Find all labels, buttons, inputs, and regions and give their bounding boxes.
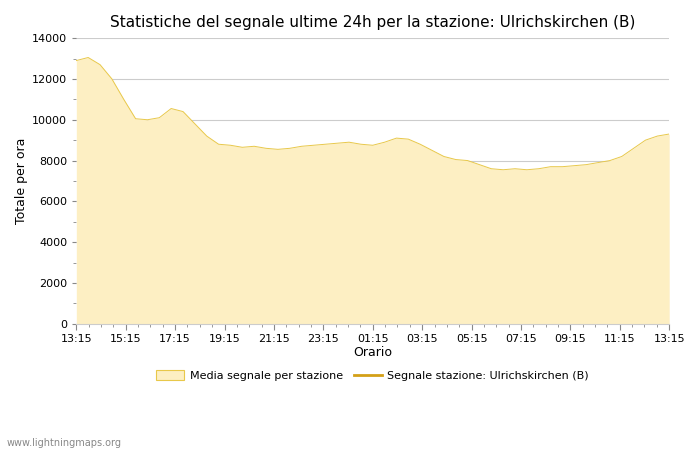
X-axis label: Orario: Orario: [354, 346, 392, 359]
Text: www.lightningmaps.org: www.lightningmaps.org: [7, 438, 122, 448]
Legend: Media segnale per stazione, Segnale stazione: Ulrichskirchen (B): Media segnale per stazione, Segnale staz…: [157, 370, 589, 381]
Y-axis label: Totale per ora: Totale per ora: [15, 138, 28, 224]
Title: Statistiche del segnale ultime 24h per la stazione: Ulrichskirchen (B): Statistiche del segnale ultime 24h per l…: [110, 15, 636, 30]
